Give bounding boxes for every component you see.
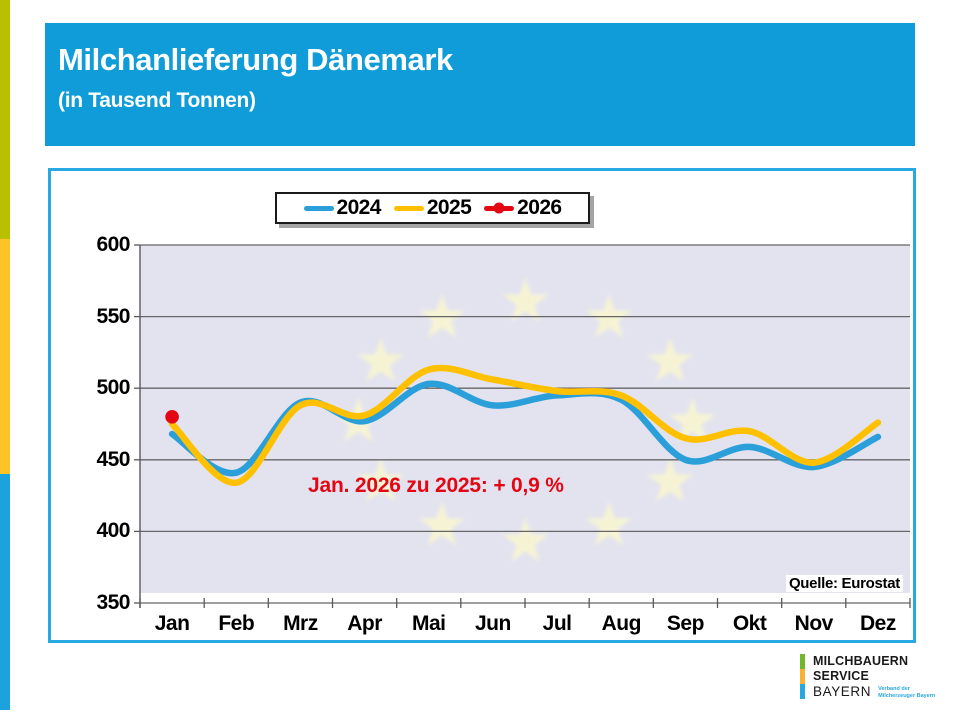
eu-star <box>419 501 465 546</box>
x-axis-label: Mrz <box>283 612 318 635</box>
x-axis-label: Mai <box>411 612 446 635</box>
x-axis-label: Jul <box>542 612 572 635</box>
eu-star <box>669 398 716 442</box>
legend-label: 2024 <box>336 196 382 219</box>
eu-star <box>586 501 632 546</box>
y-axis-label: 600 <box>96 233 130 256</box>
stripe-segment-blue <box>0 474 10 710</box>
series-point-2026 <box>165 410 179 424</box>
y-axis-label: 500 <box>96 376 130 400</box>
x-axis-label: Okt <box>732 612 767 635</box>
legend-item-2026: 2026 <box>484 196 562 220</box>
eu-stars-watermark <box>335 278 716 562</box>
legend-swatch-2026 <box>484 202 515 214</box>
eu-star <box>358 338 404 382</box>
chart-legend: 2024 2025 2026 <box>275 192 590 224</box>
eu-star <box>358 458 404 502</box>
eu-star <box>419 294 465 338</box>
eu-star <box>502 518 549 562</box>
x-axis-label: Aug <box>601 612 642 635</box>
y-axis-label: 550 <box>96 304 130 328</box>
eu-star <box>647 458 693 502</box>
logo-bar-segment <box>800 669 805 684</box>
stripe-segment-orange <box>0 239 10 474</box>
logo-bar-segment <box>800 654 805 669</box>
y-axis-label: 350 <box>96 591 130 614</box>
line-chart <box>134 244 911 608</box>
y-axis-label: 450 <box>96 447 130 471</box>
logo-bar-segment <box>800 684 805 699</box>
series-line-2025 <box>168 364 882 486</box>
logo-color-bar <box>800 654 805 699</box>
legend-item-2025: 2025 <box>393 196 472 220</box>
x-axis-label: Jan <box>154 612 190 635</box>
logo-line-bayern: BAYERN <box>813 684 872 699</box>
logo-subtitle: Verband der Milcherzeuger Bayern <box>878 686 936 699</box>
legend-item-2024: 2024 <box>303 196 382 220</box>
x-axis-label: Feb <box>218 612 255 635</box>
slide-subtitle: (in Tausend Tonnen) <box>58 89 256 112</box>
y-axis-label: 400 <box>96 519 130 543</box>
eu-star <box>647 338 693 382</box>
legend-label: 2026 <box>517 196 562 219</box>
slide-title: Milchanlieferung Dänemark <box>58 42 453 77</box>
legend-swatch-2024 <box>303 205 334 211</box>
x-axis-label: Jun <box>474 612 511 635</box>
legend-swatch-2025 <box>393 205 424 211</box>
chart-card: 600 550 500 450 400 350 Jan Feb Mrz Apr Mai Jun Jul… <box>48 168 916 643</box>
logo-line-service: SERVICE <box>813 669 870 683</box>
legend-label: 2025 <box>426 196 472 219</box>
stripe-segment-olive <box>0 0 10 239</box>
eu-star <box>586 294 632 338</box>
x-axis-label: Dez <box>859 612 896 635</box>
logo-text: MILCHBAUERN SERVICE BAYERN Verband der Mi… <box>813 654 935 699</box>
title-bar: Milchanlieferung Dänemark (in Tausend To… <box>45 23 915 146</box>
msb-logo: MILCHBAUERN SERVICE BAYERN Verband der Mi… <box>800 654 935 699</box>
x-axis-label: Nov <box>794 612 834 635</box>
x-axis-label: Apr <box>347 612 382 635</box>
x-axis-label: Sep <box>666 612 705 635</box>
source-label: Quelle: Eurostat <box>785 575 903 592</box>
eu-star <box>502 278 549 322</box>
annotation-text: Jan. 2026 zu 2025: + 0,9 % <box>308 474 564 497</box>
logo-line-milchbauern: MILCHBAUERN <box>813 654 909 668</box>
